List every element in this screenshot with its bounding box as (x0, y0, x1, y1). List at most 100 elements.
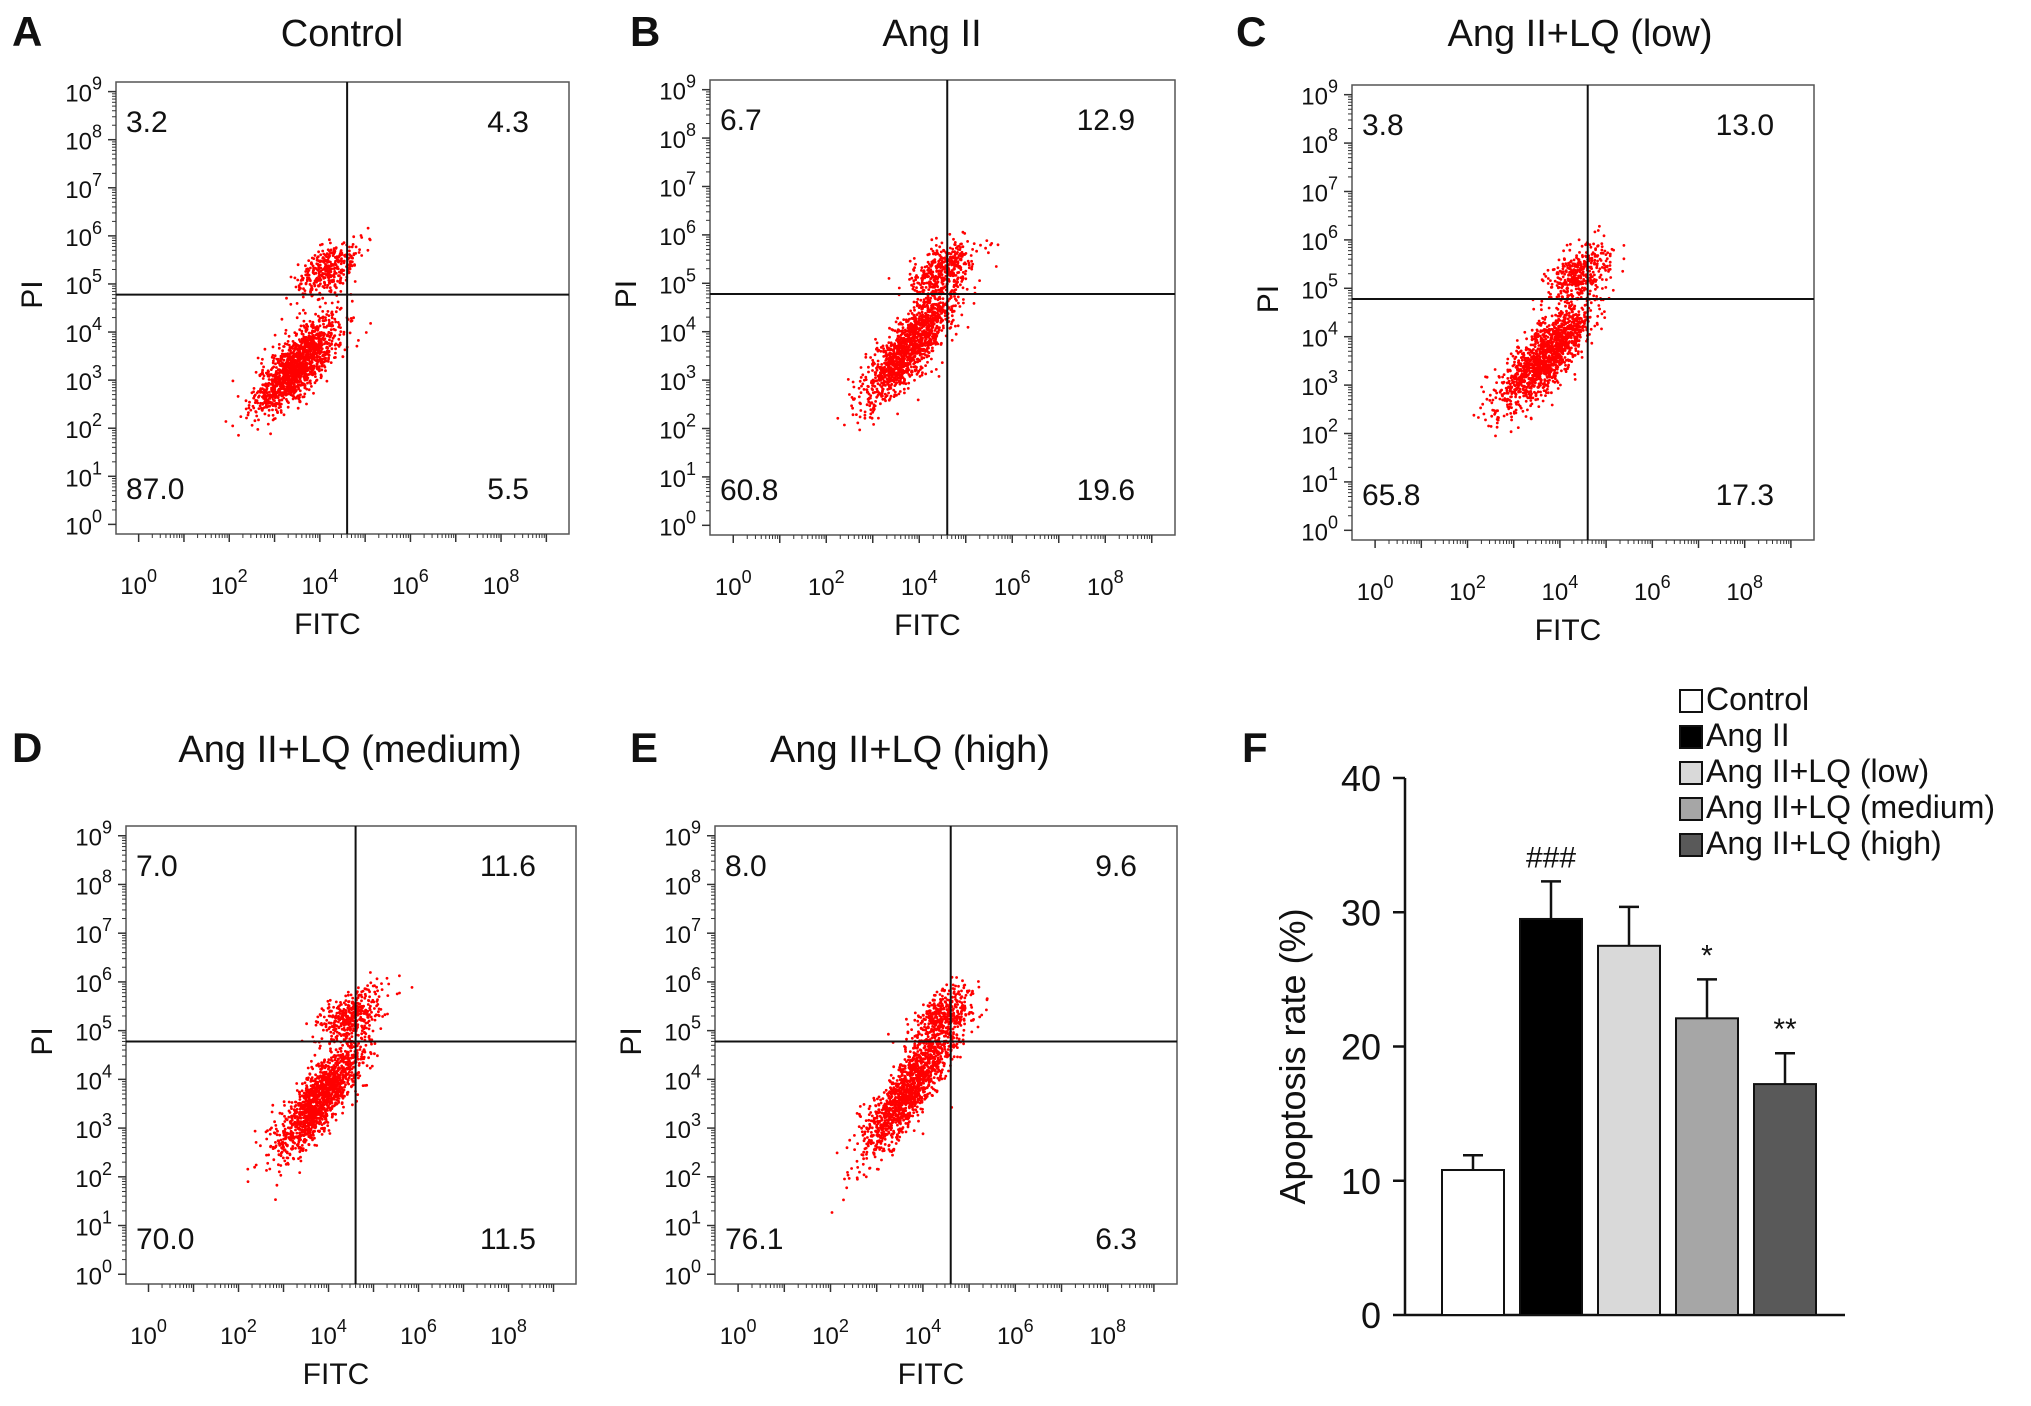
data-point (933, 280, 937, 283)
data-point (307, 373, 311, 376)
data-point (307, 259, 311, 262)
data-point (923, 276, 927, 280)
data-point (924, 372, 928, 376)
data-point (930, 276, 933, 280)
data-point (883, 375, 887, 379)
data-point (1506, 370, 1510, 373)
plot-frame (1351, 84, 1815, 541)
data-point (918, 312, 922, 315)
data-point (325, 334, 329, 338)
data-point (836, 416, 840, 420)
data-point (943, 314, 947, 318)
data-point (932, 332, 935, 336)
data-point (899, 322, 903, 326)
data-point (1505, 413, 1509, 416)
data-point (901, 341, 904, 345)
data-point (1514, 355, 1518, 359)
data-point (1484, 375, 1487, 379)
data-point (928, 299, 932, 303)
data-point (327, 318, 331, 322)
data-point (972, 302, 976, 305)
data-point (913, 308, 916, 312)
data-point (1508, 402, 1512, 406)
data-point (911, 339, 914, 343)
data-point (889, 386, 893, 390)
data-point (1530, 335, 1534, 339)
data-point (302, 308, 305, 312)
y-tick-label: 103 (65, 362, 102, 396)
data-point (850, 404, 853, 408)
data-point (349, 254, 353, 258)
data-point (843, 423, 846, 427)
data-point (305, 338, 309, 342)
data-point (1515, 339, 1519, 342)
data-point (1550, 391, 1553, 395)
data-point (1603, 316, 1607, 319)
data-point (887, 380, 891, 384)
data-point (341, 355, 345, 358)
data-point (289, 302, 293, 306)
data-point (941, 305, 945, 308)
data-point (1564, 358, 1568, 362)
data-point (952, 285, 956, 289)
data-point (979, 243, 982, 247)
data-point (922, 347, 926, 351)
data-point (334, 259, 337, 263)
data-point (275, 402, 279, 406)
data-point (317, 334, 321, 338)
data-point (1482, 412, 1486, 416)
data-point (301, 395, 305, 399)
data-point (308, 370, 312, 374)
data-point (1543, 342, 1547, 346)
data-point (1479, 406, 1482, 410)
y-tick-label: 105 (65, 266, 102, 300)
data-point (950, 338, 954, 342)
data-point (298, 376, 302, 380)
data-point (1534, 340, 1537, 343)
data-point (330, 316, 334, 320)
data-point (1534, 332, 1538, 335)
data-point (903, 330, 907, 334)
data-point (331, 321, 334, 324)
data-point (940, 269, 944, 272)
data-point (318, 273, 322, 277)
data-point (907, 373, 911, 376)
data-point (912, 325, 916, 329)
data-point (892, 353, 896, 357)
data-point (913, 361, 917, 365)
data-point (903, 391, 906, 395)
data-points (1472, 224, 1626, 438)
data-point (941, 265, 944, 269)
data-point (322, 350, 326, 354)
data-point (913, 378, 916, 382)
data-point (1546, 379, 1549, 383)
data-point (940, 276, 943, 280)
data-point (1611, 288, 1615, 292)
data-point (1580, 350, 1583, 354)
quadrant-lower-left: 60.8 (720, 474, 778, 507)
data-point (926, 354, 930, 358)
x-axis-label: FITC (894, 609, 961, 642)
data-point (267, 414, 271, 417)
data-point (1484, 418, 1487, 422)
data-point (338, 323, 341, 327)
data-point (323, 319, 326, 322)
data-point (912, 300, 916, 304)
data-point (916, 281, 920, 285)
data-point (1598, 307, 1601, 311)
data-point (326, 360, 330, 363)
data-point (923, 300, 927, 304)
data-point (301, 295, 305, 299)
data-point (1518, 395, 1522, 399)
data-point (317, 297, 321, 301)
data-point (865, 388, 869, 392)
data-point (291, 397, 295, 401)
x-tick-label: 104 (301, 566, 338, 600)
data-point (920, 307, 924, 311)
data-point (953, 253, 957, 257)
data-point (1490, 401, 1494, 405)
data-point (275, 366, 278, 369)
data-point (915, 351, 919, 355)
data-point (1567, 311, 1571, 315)
data-point (307, 388, 311, 392)
